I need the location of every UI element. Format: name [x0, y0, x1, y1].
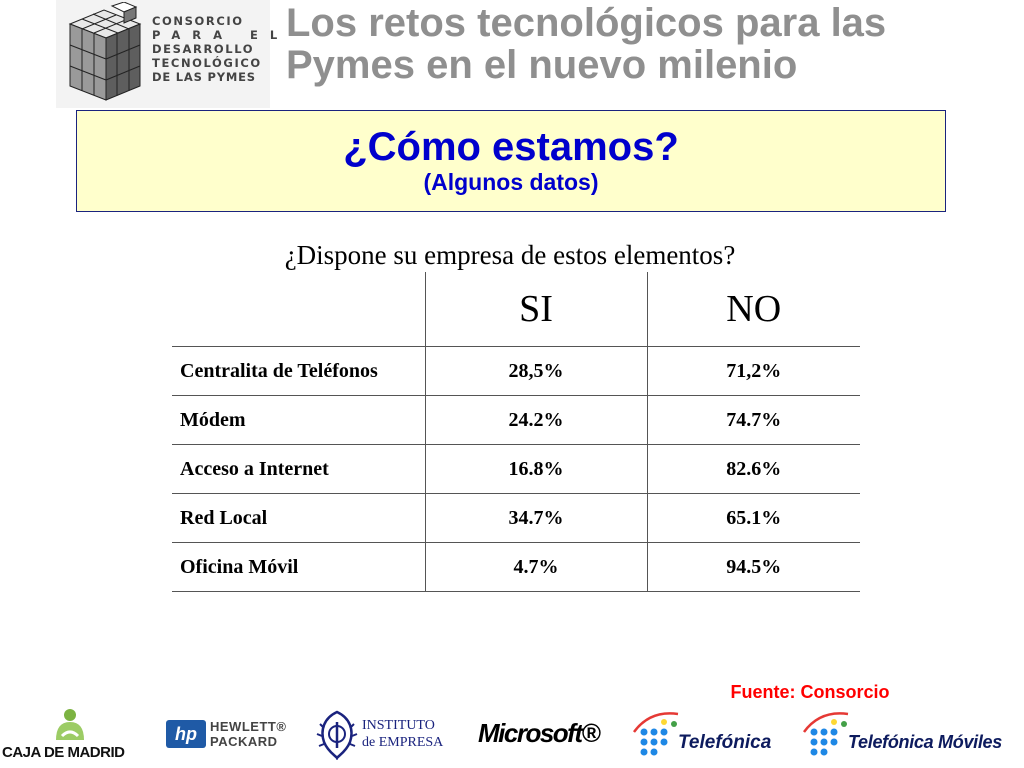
section-banner: ¿Cómo estamos? (Algunos datos) [76, 110, 946, 212]
ie-text-line-2: de EMPRESA [362, 735, 444, 750]
telefonica-dots-icon [632, 712, 679, 756]
table-row: Módem 24.2% 74.7% [172, 395, 860, 445]
row-label: Acceso a Internet [172, 444, 425, 494]
logo-line-5: DE LAS PYMES [152, 70, 256, 84]
title-line-1: Los retos tecnológicos para las [286, 1, 887, 45]
table-header-row: SI NO [172, 272, 860, 347]
header-no: NO [646, 272, 860, 347]
hp-icon: hp [166, 720, 206, 748]
instituto-empresa-icon [316, 710, 358, 760]
row-label: Red Local [172, 493, 425, 543]
logo-line-1: CONSORCIO [152, 14, 244, 28]
row-label: Módem [172, 395, 425, 445]
row-si-value: 4.7% [424, 542, 647, 592]
survey-question: ¿Dispone su empresa de estos elementos? [284, 240, 736, 270]
consorcio-logo-text: CONSORCIO PARA EL DESARROLLO TECNOLÓGICO… [152, 14, 290, 84]
banner-subtitle: (Algunos datos) [423, 169, 599, 195]
row-no-value: 82.6% [646, 444, 860, 494]
survey-table: SI NO Centralita de Teléfonos 28,5% 71,2… [172, 272, 860, 592]
telefonica-moviles-logo: Telefónica Móviles [800, 708, 1024, 764]
telefonica-moviles-dots-icon [802, 712, 849, 756]
table-row: Oficina Móvil 4.7% 94.5% [172, 542, 860, 592]
telefonica-moviles-text: Telefónica Móviles [848, 732, 1002, 752]
hewlett-packard-logo: hp HEWLETT® PACKARD [166, 718, 300, 754]
row-si-value: 34.7% [424, 493, 647, 543]
sponsor-logos: CAJA DE MADRID hp HEWLETT® PACKARD INSTI… [0, 700, 1024, 768]
row-no-value: 65.1% [646, 493, 860, 543]
table-row: Centralita de Teléfonos 28,5% 71,2% [172, 346, 860, 396]
title-line-2: Pymes en el nuevo milenio [286, 43, 798, 87]
header-si: SI [424, 272, 647, 347]
logo-line-3: DESARROLLO [152, 42, 255, 56]
telefonica-logo: Telefónica [630, 708, 790, 764]
consorcio-logo: CONSORCIO PARA EL DESARROLLO TECNOLÓGICO… [56, 0, 290, 108]
caja-madrid-icon [56, 709, 84, 740]
row-label: Oficina Móvil [172, 542, 425, 592]
microsoft-logo: Microsoft® [478, 718, 601, 748]
cubes-logo-icon [68, 2, 142, 101]
row-si-value: 16.8% [424, 444, 647, 494]
logo-line-4: TECNOLÓGICO [152, 56, 262, 70]
source-note: Fuente: Consorcio [730, 682, 890, 702]
table-row: Acceso a Internet 16.8% 82.6% [172, 444, 860, 494]
page-title: Los retos tecnológicos para las Pymes en… [286, 2, 1006, 86]
logo-line-2: PARA EL [152, 28, 290, 42]
telefonica-text: Telefónica [678, 732, 772, 753]
caja-madrid-text: CAJA DE MADRID [2, 744, 125, 761]
row-si-value: 28,5% [424, 346, 647, 396]
row-no-value: 74.7% [646, 395, 860, 445]
hp-text-line-2: PACKARD [210, 734, 278, 749]
banner-title: ¿Cómo estamos? [343, 125, 679, 169]
row-label: Centralita de Teléfonos [172, 346, 425, 396]
ie-text-line-1: INSTITUTO [362, 718, 435, 733]
row-no-value: 94.5% [646, 542, 860, 592]
table-row: Red Local 34.7% 65.1% [172, 493, 860, 543]
hp-text-line-1: HEWLETT® [210, 719, 287, 734]
instituto-empresa-logo: INSTITUTO de EMPRESA [316, 708, 456, 762]
header-empty [172, 272, 425, 347]
row-si-value: 24.2% [424, 395, 647, 445]
caja-madrid-logo: CAJA DE MADRID [0, 706, 140, 766]
row-no-value: 71,2% [646, 346, 860, 396]
